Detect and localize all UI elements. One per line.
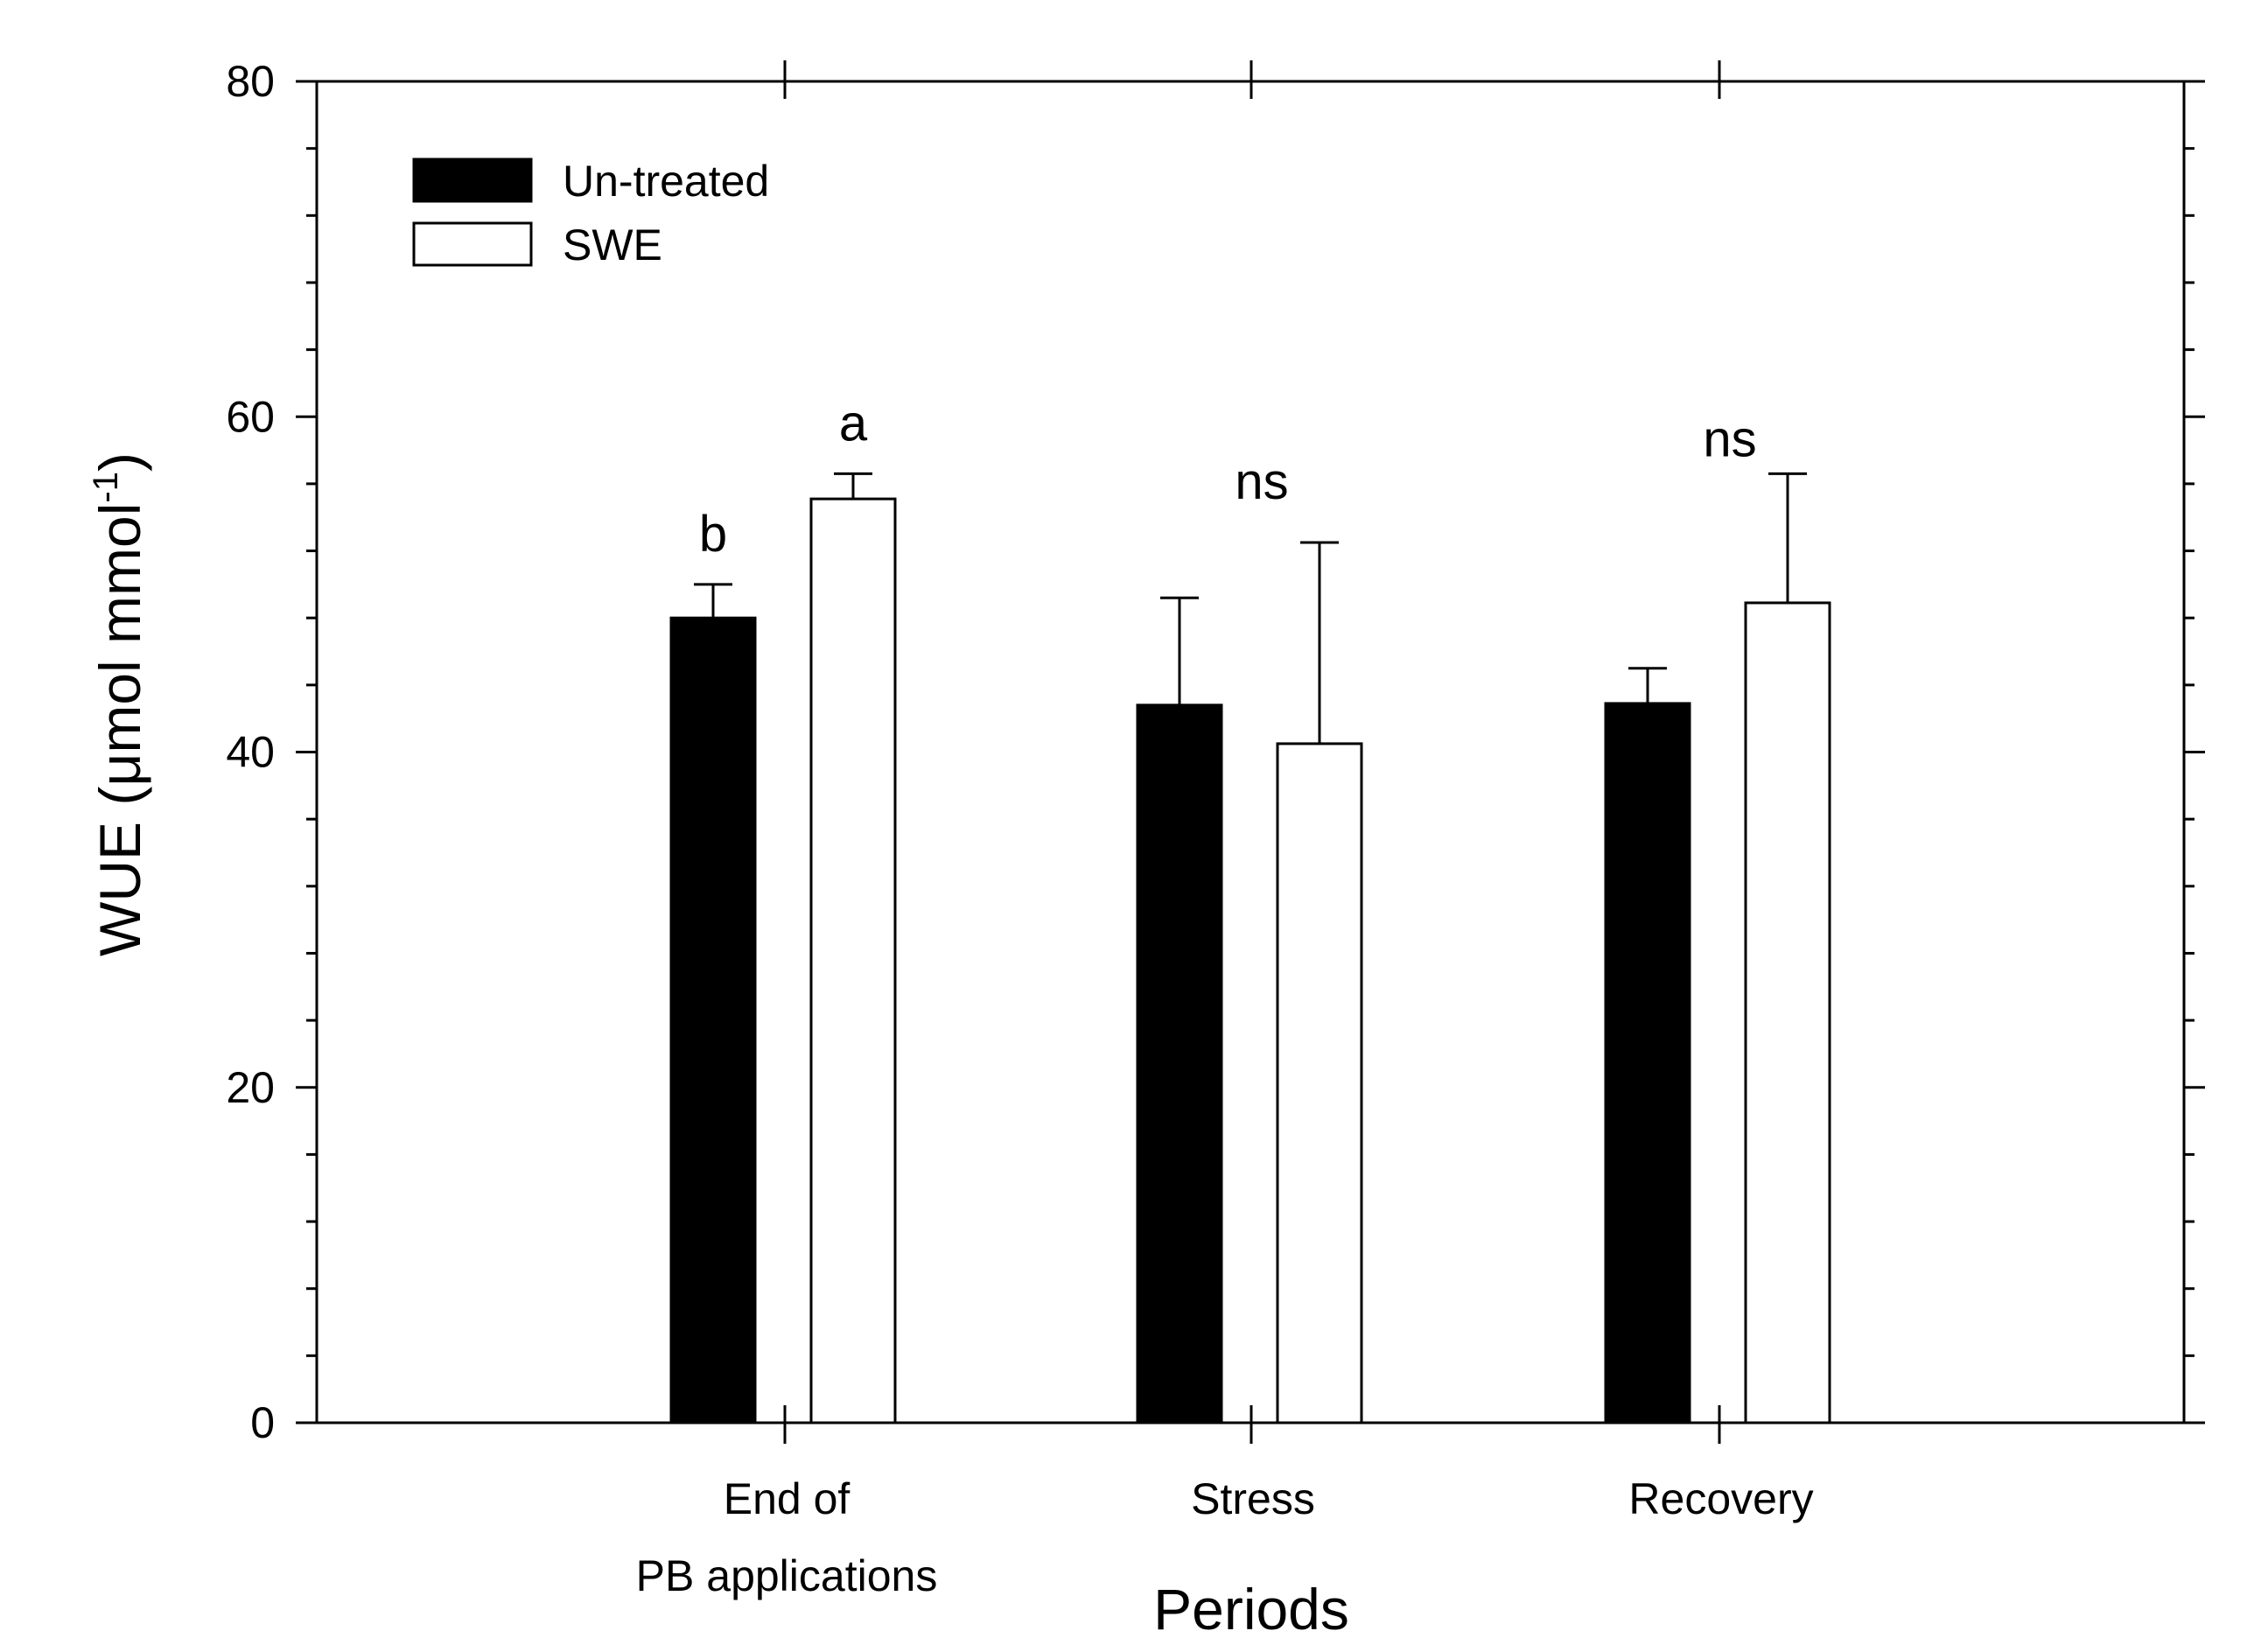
- bar-swe: [809, 497, 897, 1424]
- x-tick-label-line: Stress: [1191, 1474, 1315, 1523]
- y-tick-label: 40: [226, 728, 275, 777]
- y-axis-title-main: WUE (μmol mmol: [88, 503, 152, 956]
- legend-swatch-swe: [412, 221, 533, 267]
- y-tick-label: 80: [226, 57, 275, 106]
- bar-untreated: [1604, 702, 1691, 1424]
- x-tick-label-line: End of: [724, 1474, 850, 1523]
- significance-label: a: [839, 395, 868, 452]
- x-tick-label-line: PB applications: [636, 1551, 938, 1600]
- bars-layer: [669, 472, 1831, 1424]
- x-tick-label: Stress: [1191, 1474, 1315, 1523]
- y-tick-label: 0: [250, 1398, 275, 1447]
- axes-layer: [296, 60, 2205, 1444]
- significance-label: ns: [1703, 410, 1756, 467]
- bar-untreated: [669, 616, 757, 1424]
- legend-label: SWE: [563, 220, 662, 270]
- y-tick-label: 60: [226, 392, 275, 441]
- x-tick-label-line: Recovery: [1628, 1474, 1813, 1523]
- significance-label: b: [699, 506, 727, 563]
- x-axis-title: Periods: [1153, 1577, 1349, 1642]
- y-tick-label: 20: [226, 1063, 275, 1112]
- y-axis-title-superscript: -1: [87, 472, 125, 503]
- x-tick-label: Recovery: [1628, 1474, 1813, 1523]
- x-tick-label: End of PB applications: [636, 1474, 938, 1600]
- y-axis-title-close: ): [88, 452, 152, 472]
- bar-untreated: [1136, 704, 1223, 1424]
- legend: Un-treated SWE: [412, 157, 769, 270]
- labels-layer: 0 20 40 60 80 b a ns ns End of PB applications Stre…: [87, 57, 1814, 1642]
- bar-swe: [1276, 742, 1363, 1424]
- legend-label: Un-treated: [563, 157, 769, 206]
- y-axis-title: WUE (μmol mmol-1): [87, 452, 152, 956]
- significance-label: ns: [1235, 453, 1288, 510]
- bar-swe: [1744, 601, 1831, 1424]
- legend-swatch-untreated: [412, 158, 533, 203]
- plot-frame: [315, 80, 2186, 1424]
